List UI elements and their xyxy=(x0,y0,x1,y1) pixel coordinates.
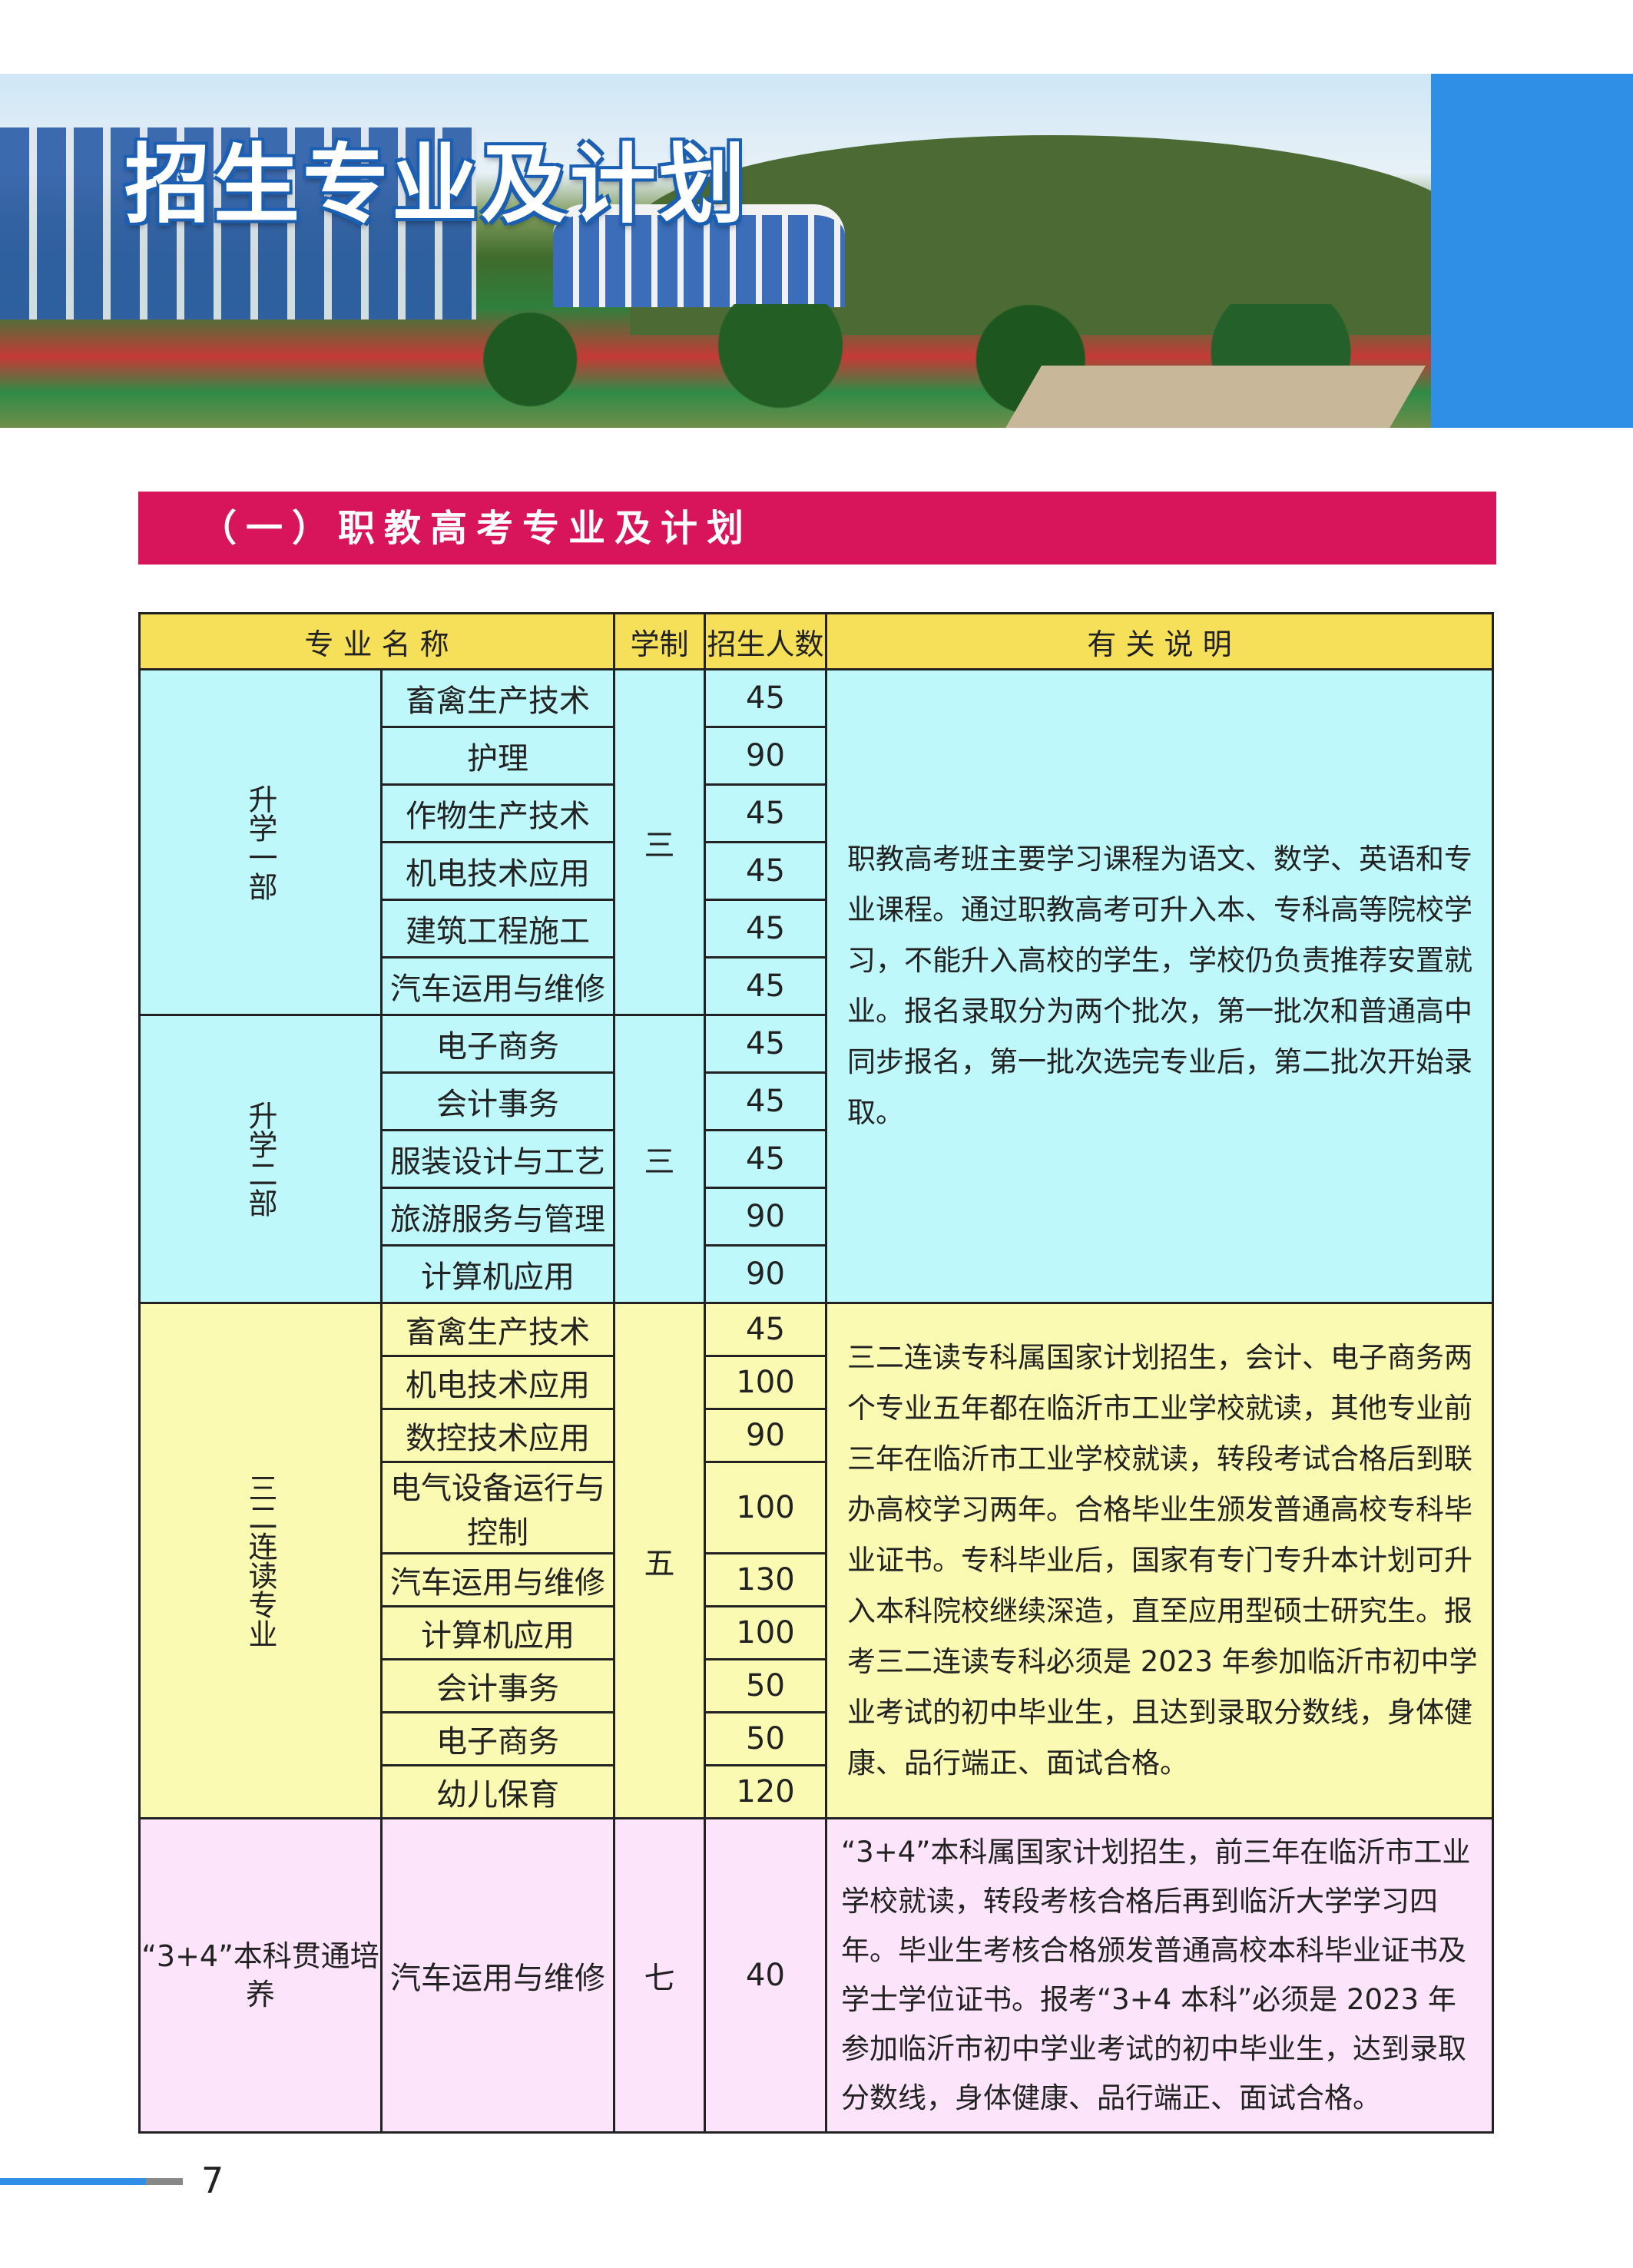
table-row: 电气设备运行与控制 100 xyxy=(140,1461,1493,1554)
duration-cell: 七 xyxy=(613,1817,706,2134)
page-number: 7 xyxy=(201,2160,224,2201)
enrollment-count-cell: 45 xyxy=(704,1129,827,1189)
header-major: 专 业 名 称 xyxy=(138,612,615,670)
major-name-cell: 电子商务 xyxy=(380,1014,615,1074)
photo-building xyxy=(0,127,476,320)
duration-cell: 三 xyxy=(613,668,706,1016)
photo-road xyxy=(1002,366,1426,428)
major-name-cell: 计算机应用 xyxy=(380,1605,615,1660)
footer-gray-line xyxy=(146,2178,183,2185)
duration-cell: 五 xyxy=(613,1302,706,1819)
major-name-cell: 畜禽生产技术 xyxy=(380,668,615,728)
major-name-cell: 机电技术应用 xyxy=(380,1355,615,1410)
table-row: 汽车运用与维修 45 xyxy=(140,956,1493,1016)
table-row: 电子商务 50 xyxy=(140,1711,1493,1766)
enrollment-count-cell: 120 xyxy=(704,1764,827,1819)
enrollment-count-cell: 50 xyxy=(704,1658,827,1713)
major-name-cell: 计算机应用 xyxy=(380,1244,615,1304)
major-name-cell: 建筑工程施工 xyxy=(380,899,615,959)
group-name-cell: 三二连读专业 xyxy=(138,1302,383,1819)
major-name-cell: 会计事务 xyxy=(380,1658,615,1713)
table-row: “3+4”本科贯通培养 汽车运用与维修七 40 “3+4”本科属国家计划招生，前三年在… xyxy=(138,1817,1494,2134)
table-row: 机电技术应用 45 xyxy=(140,841,1493,901)
major-name-cell: 护理 xyxy=(380,726,615,786)
major-name-cell: 机电技术应用 xyxy=(380,841,615,901)
enrollment-count-cell: 45 xyxy=(704,1071,827,1131)
table-row: 服装设计与工艺 45 xyxy=(140,1129,1493,1189)
enrollment-count-cell: 45 xyxy=(704,1014,827,1074)
table-row: 数控技术应用 90 xyxy=(140,1408,1493,1463)
major-name-cell: 幼儿保育 xyxy=(380,1764,615,1819)
enrollment-count-cell: 45 xyxy=(704,841,827,901)
enrollment-count-cell: 40 xyxy=(704,1817,827,2134)
section-header: （一）职教高考专业及计划 xyxy=(138,492,1496,565)
major-name-cell: 电气设备运行与控制 xyxy=(380,1461,615,1554)
enrollment-count-cell: 45 xyxy=(704,899,827,959)
group-name-cell: 升学一部 xyxy=(138,668,383,1016)
table-row: 旅游服务与管理 90 xyxy=(140,1187,1493,1247)
notes-cell: 三二连读专科属国家计划招生，会计、电子商务两个专业五年都在临沂市工业学校就读，其… xyxy=(825,1302,1494,1819)
major-name-cell: 汽车运用与维修 xyxy=(380,956,615,1016)
header-campus-photo xyxy=(0,74,1431,428)
major-name-cell: 数控技术应用 xyxy=(380,1408,615,1463)
enrollment-count-cell: 100 xyxy=(704,1461,827,1554)
enrollment-count-cell: 100 xyxy=(704,1355,827,1410)
major-name-cell: 会计事务 xyxy=(380,1071,615,1131)
major-name-cell: 旅游服务与管理 xyxy=(380,1187,615,1247)
major-name-cell: 汽车运用与维修 xyxy=(380,1552,615,1607)
table-row: 汽车运用与维修 130 xyxy=(140,1552,1493,1607)
major-name-cell: 畜禽生产技术 xyxy=(380,1302,615,1357)
header-enrollment: 招生人数 xyxy=(704,612,827,670)
enrollment-count-cell: 90 xyxy=(704,1244,827,1304)
notes-cell: 职教高考班主要学习课程为语文、数学、英语和专业课程。通过职教高考可升入本、专科高… xyxy=(825,668,1494,1304)
enrollment-count-cell: 50 xyxy=(704,1711,827,1766)
header-notes: 有 关 说 明 xyxy=(825,612,1494,670)
enrollment-count-cell: 90 xyxy=(704,726,827,786)
table-row: 会计事务 45 xyxy=(140,1071,1493,1131)
page-title: 招生专业及计划 xyxy=(124,134,748,235)
enrollment-count-cell: 100 xyxy=(704,1605,827,1660)
enrollment-count-cell: 45 xyxy=(704,956,827,1016)
table-row: 机电技术应用 100 xyxy=(140,1355,1493,1410)
table-row: 护理 90 xyxy=(140,726,1493,786)
table-row: 会计事务 50 xyxy=(140,1658,1493,1713)
table-row: 幼儿保育 120 xyxy=(140,1764,1493,1819)
footer-accent-line xyxy=(0,2178,146,2185)
enrollment-count-cell: 90 xyxy=(704,1408,827,1463)
major-name-cell: 电子商务 xyxy=(380,1711,615,1766)
header-blue-block xyxy=(1431,74,1633,428)
table-row: 建筑工程施工 45 xyxy=(140,899,1493,959)
table-row: 升学一部 畜禽生产技术三 45 职教高考班主要学习课程为语文、数学、英语和专业课程。通… xyxy=(138,668,1494,1304)
enrollment-count-cell: 45 xyxy=(704,668,827,728)
section-title: （一）职教高考专业及计划 xyxy=(200,507,754,550)
enrollment-count-cell: 45 xyxy=(704,783,827,843)
major-name-cell: 服装设计与工艺 xyxy=(380,1129,615,1189)
duration-cell: 三 xyxy=(613,1014,706,1304)
enrollment-table: 专 业 名 称 学制 招生人数 有 关 说 明 升学一部 畜禽生产技术三 45 职教高… xyxy=(138,612,1494,2134)
header-duration: 学制 xyxy=(613,612,706,670)
enrollment-count-cell: 45 xyxy=(704,1302,827,1357)
enrollment-count-cell: 130 xyxy=(704,1552,827,1607)
table-header-row: 专 业 名 称 学制 招生人数 有 关 说 明 xyxy=(138,612,1494,670)
table-row: 三二连读专业 畜禽生产技术五 45 三二连读专科属国家计划招生，会计、电子商务两个专业… xyxy=(138,1302,1494,1819)
major-name-cell: 汽车运用与维修 xyxy=(380,1817,615,2134)
enrollment-count-cell: 90 xyxy=(704,1187,827,1247)
table-row: 计算机应用 90 xyxy=(140,1244,1493,1304)
notes-cell: “3+4”本科属国家计划招生，前三年在临沂市工业学校就读，转段考核合格后再到临沂… xyxy=(825,1817,1494,2134)
table-row: 计算机应用 100 xyxy=(140,1605,1493,1660)
photo-building-2 xyxy=(553,204,845,307)
table-row: 升学二部 电子商务三 45 xyxy=(138,1014,1493,1304)
major-name-cell: 作物生产技术 xyxy=(380,783,615,843)
table-row: 作物生产技术 45 xyxy=(140,783,1493,843)
group-name-cell: “3+4”本科贯通培养 xyxy=(138,1817,383,2134)
group-name-cell: 升学二部 xyxy=(138,1014,383,1304)
